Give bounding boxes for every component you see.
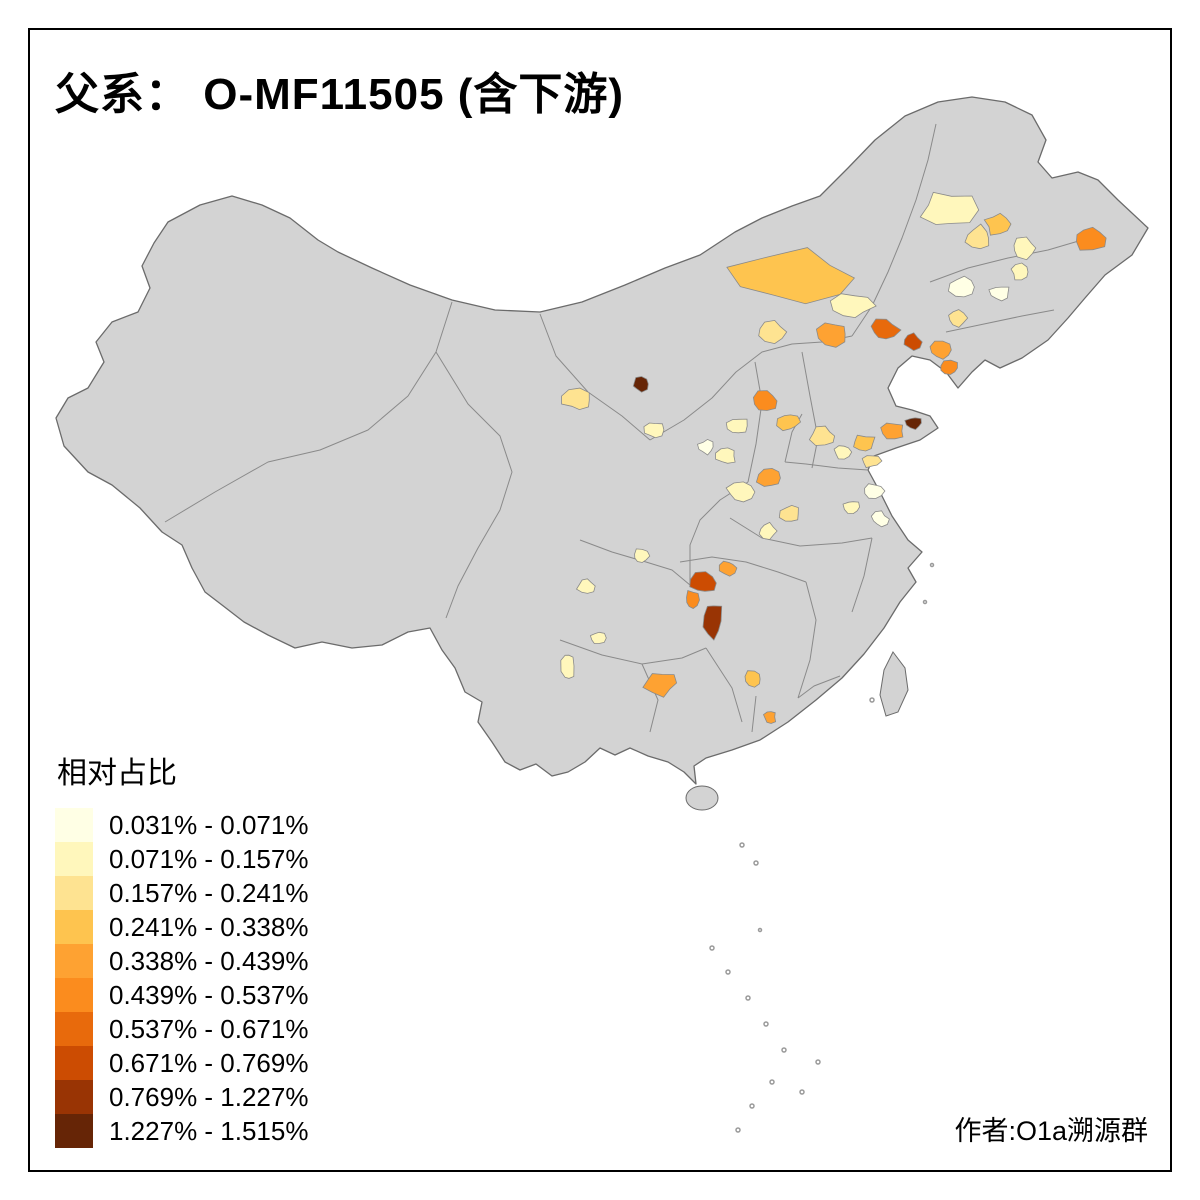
legend-label: 0.338% - 0.439% bbox=[109, 945, 309, 976]
map-region bbox=[642, 673, 678, 698]
legend-swatch bbox=[55, 1012, 93, 1046]
legend-label: 0.071% - 0.157% bbox=[109, 843, 309, 874]
legend-row: 0.338% - 0.439% bbox=[55, 944, 308, 978]
map-region bbox=[1075, 226, 1107, 251]
taiwan-island bbox=[879, 651, 909, 717]
map-region bbox=[589, 631, 607, 644]
map-region bbox=[861, 455, 883, 469]
map-region bbox=[870, 318, 902, 340]
legend-row: 1.227% - 1.515% bbox=[55, 1114, 308, 1148]
map-region bbox=[697, 438, 714, 456]
map-region bbox=[1010, 262, 1029, 281]
legend-row: 0.537% - 0.671% bbox=[55, 1012, 308, 1046]
legend-swatch bbox=[55, 808, 93, 842]
colored-regions bbox=[560, 191, 1107, 724]
map-region bbox=[561, 387, 590, 411]
hainan-island bbox=[685, 785, 719, 811]
map-region bbox=[904, 417, 922, 430]
legend-swatch bbox=[55, 1046, 93, 1080]
map-region bbox=[903, 332, 923, 352]
legend-swatch bbox=[55, 876, 93, 910]
map-region bbox=[853, 434, 876, 452]
legend-label: 0.439% - 0.537% bbox=[109, 979, 309, 1010]
legend-swatch bbox=[55, 1114, 93, 1148]
map-region bbox=[632, 376, 649, 393]
map-region bbox=[702, 605, 723, 641]
map-region bbox=[833, 445, 853, 460]
legend-swatch bbox=[55, 910, 93, 944]
map-region bbox=[829, 293, 877, 319]
map-region bbox=[919, 191, 980, 225]
legend-swatch bbox=[55, 842, 93, 876]
map-region bbox=[964, 223, 990, 250]
legend-row: 0.439% - 0.537% bbox=[55, 978, 308, 1012]
legend-swatch bbox=[55, 1080, 93, 1114]
legend-row: 0.671% - 0.769% bbox=[55, 1046, 308, 1080]
map-region bbox=[988, 286, 1010, 302]
map-region bbox=[940, 359, 958, 375]
legend-label: 0.241% - 0.338% bbox=[109, 911, 309, 942]
map-region bbox=[560, 654, 575, 679]
map-region bbox=[808, 425, 836, 446]
map-region bbox=[744, 670, 761, 688]
map-region bbox=[1013, 236, 1037, 261]
map-region bbox=[758, 319, 788, 345]
legend-label: 0.031% - 0.071% bbox=[109, 809, 309, 840]
map-region bbox=[575, 578, 596, 594]
map-region bbox=[929, 340, 952, 360]
map-region bbox=[758, 521, 778, 540]
legend-rows: 0.031% - 0.071% 0.071% - 0.157% 0.157% - 0… bbox=[55, 808, 308, 1148]
map-region bbox=[842, 501, 861, 515]
legend-swatch bbox=[55, 944, 93, 978]
page-title: 父系： O-MF11505 (含下游) bbox=[55, 70, 625, 119]
map-region bbox=[983, 212, 1012, 236]
map-region bbox=[689, 571, 717, 592]
map-region bbox=[726, 247, 856, 305]
south-china-sea-islets bbox=[709, 562, 935, 1133]
map-region bbox=[643, 422, 665, 439]
legend-label: 0.537% - 0.671% bbox=[109, 1013, 309, 1044]
legend: 相对占比 0.031% - 0.071% 0.071% - 0.157% 0.157… bbox=[55, 748, 308, 1148]
legend-row: 0.769% - 1.227% bbox=[55, 1080, 308, 1114]
author-credit: 作者:O1a溯源群 bbox=[954, 1116, 1148, 1146]
map-region bbox=[880, 422, 904, 440]
legend-label: 0.671% - 0.769% bbox=[109, 1047, 309, 1078]
china-outline bbox=[55, 96, 1149, 785]
map-region bbox=[755, 467, 781, 487]
map-region bbox=[776, 414, 802, 432]
map-region bbox=[864, 483, 886, 499]
legend-label: 0.769% - 1.227% bbox=[109, 1081, 309, 1112]
legend-label: 1.227% - 1.515% bbox=[109, 1115, 309, 1146]
map-region bbox=[715, 447, 736, 464]
legend-row: 0.071% - 0.157% bbox=[55, 842, 308, 876]
map-region bbox=[634, 548, 651, 563]
map-region bbox=[686, 589, 700, 609]
map-region bbox=[725, 481, 756, 503]
map-region bbox=[725, 418, 748, 434]
legend-row: 0.031% - 0.071% bbox=[55, 808, 308, 842]
map-region bbox=[718, 560, 738, 577]
map-region bbox=[752, 390, 778, 411]
legend-title: 相对占比 bbox=[57, 757, 177, 790]
map-region bbox=[815, 322, 846, 348]
map-region bbox=[948, 309, 969, 328]
legend-swatch bbox=[55, 978, 93, 1012]
legend-row: 0.241% - 0.338% bbox=[55, 910, 308, 944]
map-region bbox=[778, 504, 799, 522]
map-region bbox=[947, 275, 975, 298]
map-region bbox=[870, 510, 890, 528]
legend-label: 0.157% - 0.241% bbox=[109, 877, 309, 908]
legend-row: 0.157% - 0.241% bbox=[55, 876, 308, 910]
map-region bbox=[763, 711, 777, 724]
